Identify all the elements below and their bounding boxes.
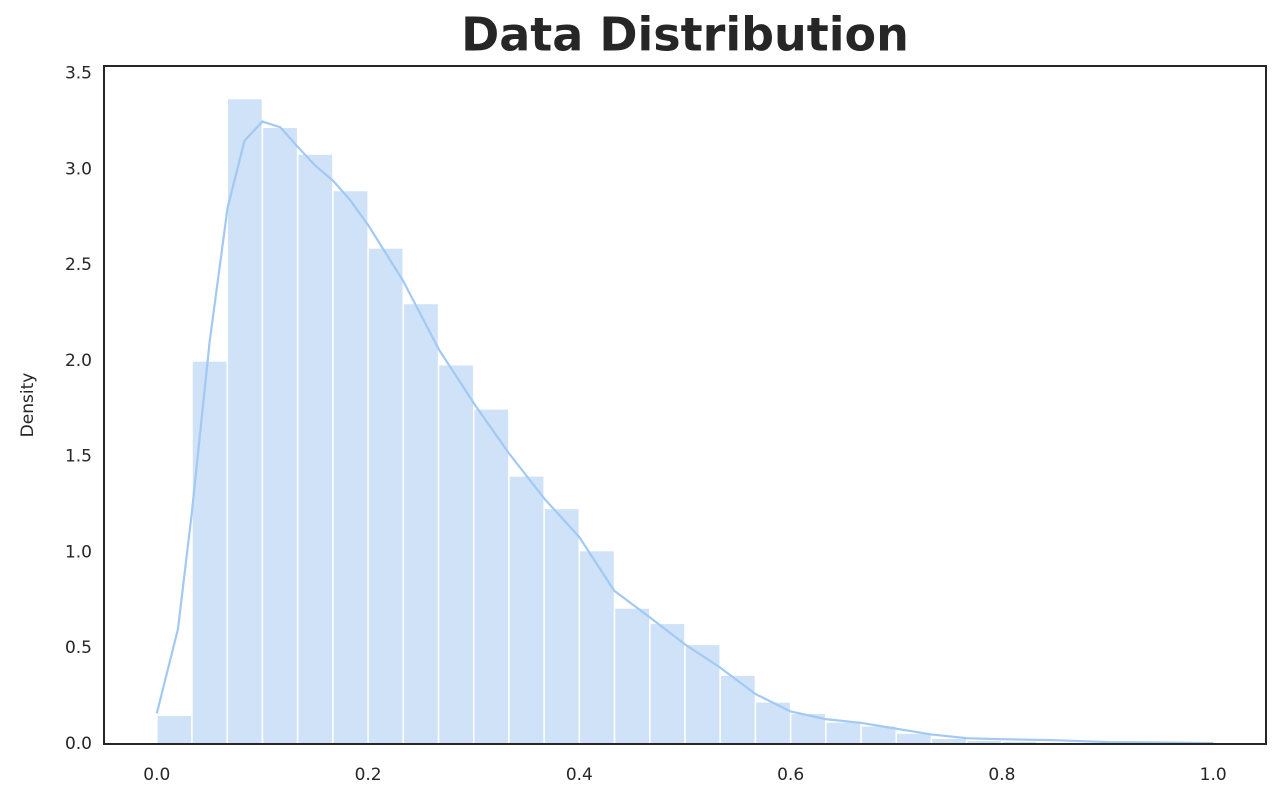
histogram-bar: [684, 643, 721, 745]
histogram-bar: [226, 97, 264, 745]
x-tick-label: 0.6: [777, 765, 804, 785]
histogram-bar: [367, 247, 405, 745]
y-tick-label: 1.0: [65, 542, 92, 562]
histogram-bar: [543, 507, 581, 745]
histogram-bar: [578, 549, 616, 745]
axes-frame: [103, 65, 1267, 745]
histogram-bar: [649, 622, 686, 745]
y-tick-label: 2.0: [65, 351, 92, 371]
x-tick-label: 0.2: [355, 765, 382, 785]
histogram-bar: [508, 475, 545, 745]
y-axis-label: Density: [18, 373, 38, 438]
y-tick-label: 0.0: [65, 734, 92, 754]
x-tick-label: 0.0: [143, 765, 170, 785]
histogram-bar: [156, 714, 193, 745]
y-tick-label: 2.5: [65, 255, 92, 275]
histogram-bar: [296, 153, 334, 745]
y-tick-label: 3.5: [65, 64, 92, 84]
y-tick-label: 1.5: [65, 447, 92, 467]
histogram-bar: [825, 721, 862, 745]
histogram-bar: [261, 126, 299, 745]
histogram-bar: [472, 408, 510, 745]
histogram-bar: [437, 364, 475, 745]
x-tick-label: 1.0: [1200, 765, 1227, 785]
histogram-bar: [402, 302, 440, 745]
x-tick-label: 0.4: [566, 765, 593, 785]
histogram-bar: [191, 360, 229, 745]
histogram-bar: [719, 674, 757, 745]
histogram-bar: [613, 607, 651, 745]
kde-line: [155, 120, 1214, 745]
y-tick-label: 3.0: [65, 159, 92, 179]
histogram-bar: [332, 189, 369, 745]
x-tick-label: 0.8: [988, 765, 1015, 785]
chart-title: Data Distribution: [461, 8, 909, 62]
y-tick-label: 0.5: [65, 638, 92, 658]
